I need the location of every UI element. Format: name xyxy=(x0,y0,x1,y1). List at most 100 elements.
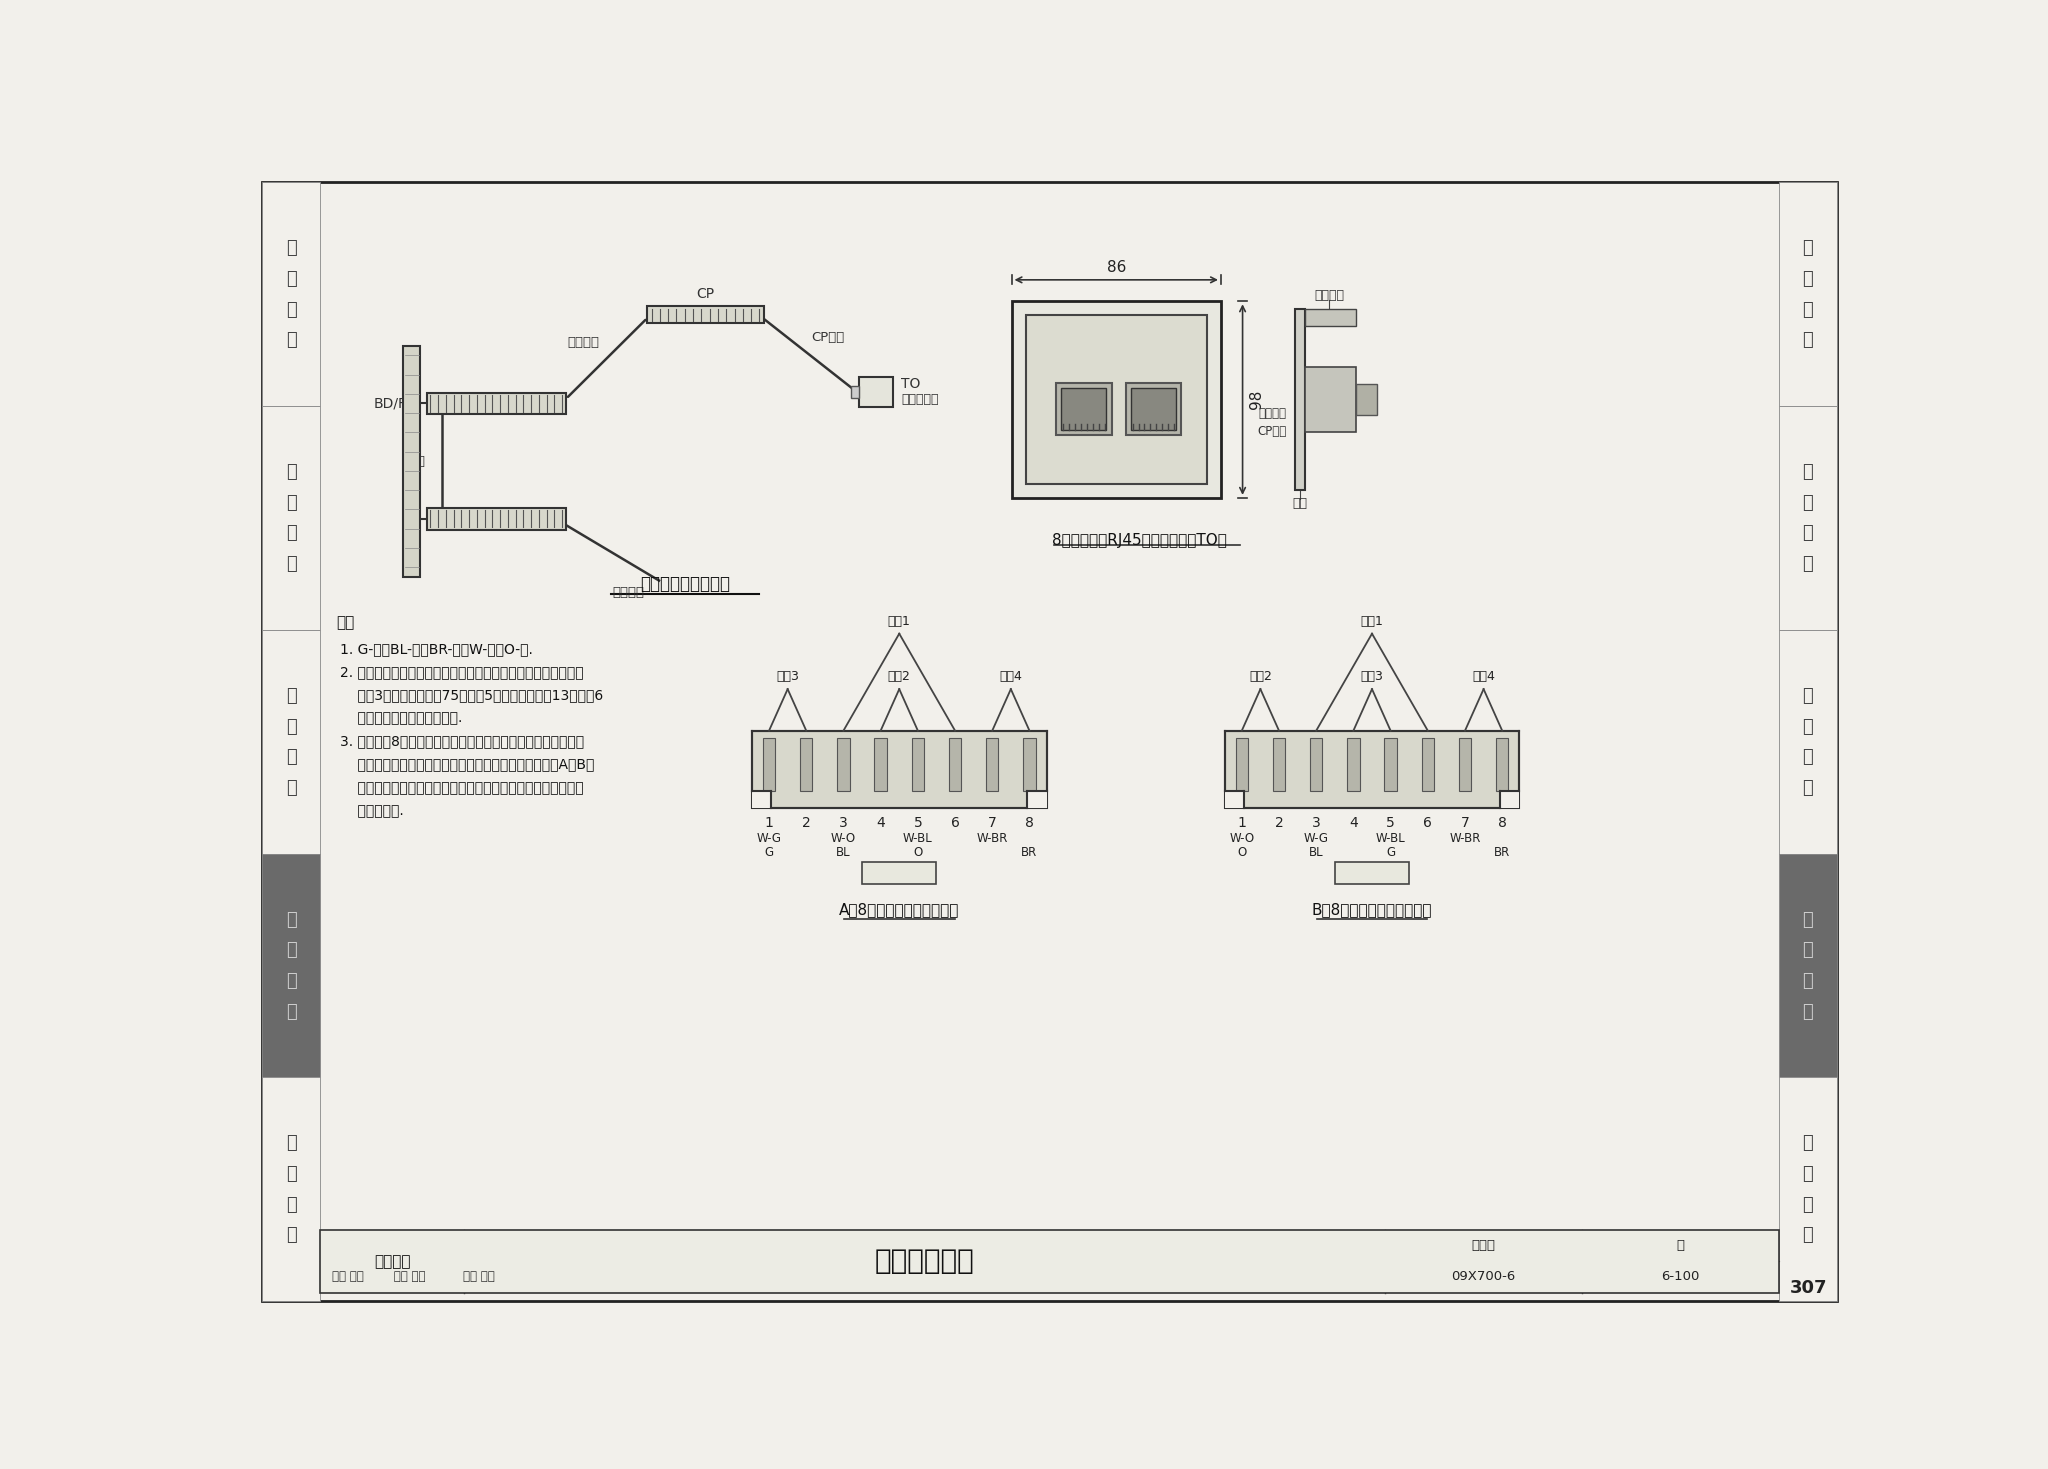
Bar xyxy=(1225,730,1520,808)
Bar xyxy=(1499,790,1520,808)
Text: 缆
线
敷
设: 缆 线 敷 设 xyxy=(1802,687,1812,796)
Text: 类电缆应尽量保持扭绞状态.: 类电缆应尽量保持扭绞状态. xyxy=(340,711,463,726)
Bar xyxy=(838,739,850,790)
Bar xyxy=(262,182,319,407)
Text: 1: 1 xyxy=(764,817,774,830)
Text: 应混合使用.: 应混合使用. xyxy=(340,804,403,818)
Text: 1. G-绿、BL-蓝、BR-棕、W-白、O-橙.: 1. G-绿、BL-蓝、BR-棕、W-白、O-橙. xyxy=(340,642,532,657)
Text: W-G: W-G xyxy=(1305,831,1329,845)
Text: 两种连接方式均可采用，但在同一布线工程中两种连接方式不: 两种连接方式均可采用，但在同一布线工程中两种连接方式不 xyxy=(340,780,584,795)
Text: 09X700-6: 09X700-6 xyxy=(1452,1271,1516,1284)
Text: 跳线: 跳线 xyxy=(410,455,424,467)
Text: 线对2: 线对2 xyxy=(1249,670,1272,683)
Bar xyxy=(262,630,319,853)
Text: W-O: W-O xyxy=(831,831,856,845)
Bar xyxy=(1305,308,1356,326)
Bar xyxy=(426,392,565,414)
Text: 水平缆线
CP缆线: 水平缆线 CP缆线 xyxy=(1257,407,1286,438)
Bar xyxy=(1225,790,1243,808)
Bar xyxy=(1311,739,1323,790)
Text: 图集号: 图集号 xyxy=(1473,1238,1495,1252)
Text: 7: 7 xyxy=(1460,817,1468,830)
Bar xyxy=(403,345,420,577)
Text: T568A: T568A xyxy=(877,865,924,880)
Text: 6-100: 6-100 xyxy=(1661,1271,1700,1284)
Bar xyxy=(1272,739,1286,790)
Text: G: G xyxy=(1386,846,1395,859)
Bar xyxy=(752,790,772,808)
Text: 线对4: 线对4 xyxy=(1473,670,1495,683)
Text: 5: 5 xyxy=(1386,817,1395,830)
Text: 7: 7 xyxy=(987,817,997,830)
Text: 插座模块: 插座模块 xyxy=(1315,289,1343,301)
Text: 审核 张宜        校对 汪洁          设计 孙兰: 审核 张宜 校对 汪洁 设计 孙兰 xyxy=(332,1271,496,1284)
Bar xyxy=(1780,853,1837,1077)
Bar xyxy=(647,307,764,323)
Text: 页: 页 xyxy=(1677,1238,1683,1252)
Text: W-O: W-O xyxy=(1229,831,1253,845)
Bar xyxy=(1028,790,1047,808)
Text: BL: BL xyxy=(1309,846,1323,859)
Bar xyxy=(426,508,565,530)
Text: 6: 6 xyxy=(950,817,958,830)
Text: T568B: T568B xyxy=(1350,865,1395,880)
Text: 3. 对绞线与8位模块式通用插座相连时，必须按色标和线对顺序: 3. 对绞线与8位模块式通用插座相连时，必须按色标和线对顺序 xyxy=(340,734,584,749)
Text: 水平缆线: 水平缆线 xyxy=(567,336,600,350)
Bar xyxy=(858,378,893,407)
Text: 1: 1 xyxy=(1237,817,1247,830)
Text: 2. 对绞电缆终接时，每对对绞线应保持扭绞状态，扭绞松开长度: 2. 对绞电缆终接时，每对对绞线应保持扭绞状态，扭绞松开长度 xyxy=(340,665,584,679)
Text: 机
房
工
程: 机 房 工 程 xyxy=(287,239,297,350)
Text: A类8位模块式通用插座连接: A类8位模块式通用插座连接 xyxy=(840,902,958,918)
Text: 4: 4 xyxy=(877,817,885,830)
Bar xyxy=(1356,385,1378,414)
Text: W-BR: W-BR xyxy=(1450,831,1481,845)
Text: BR: BR xyxy=(1022,846,1038,859)
Bar xyxy=(762,739,776,790)
Text: 设
备
安
装: 设 备 安 装 xyxy=(1802,911,1812,1021)
Bar xyxy=(1384,739,1397,790)
Text: 设
备
安
装: 设 备 安 装 xyxy=(287,911,297,1021)
Bar xyxy=(1057,382,1112,435)
Bar xyxy=(319,1230,1780,1293)
Text: 对于3类电缆不应大于75；对于5类电缆不应大于13；对于6: 对于3类电缆不应大于75；对于5类电缆不应大于13；对于6 xyxy=(340,689,602,702)
Bar xyxy=(1458,739,1470,790)
Bar xyxy=(1780,630,1837,853)
Bar xyxy=(948,739,961,790)
Bar xyxy=(1305,367,1356,432)
Bar xyxy=(752,730,1047,808)
Text: 设备安装: 设备安装 xyxy=(375,1253,410,1269)
Bar xyxy=(1780,1077,1837,1302)
Text: 2: 2 xyxy=(803,817,811,830)
Bar xyxy=(1294,308,1305,491)
Text: O: O xyxy=(913,846,922,859)
Text: 防
雷
接
地: 防 雷 接 地 xyxy=(1802,1134,1812,1244)
Text: 线对3: 线对3 xyxy=(776,670,799,683)
Bar xyxy=(1012,301,1221,498)
Text: 注：: 注： xyxy=(336,616,354,630)
Text: 防
雷
接
地: 防 雷 接 地 xyxy=(287,1134,297,1244)
Text: 4: 4 xyxy=(1350,817,1358,830)
Bar xyxy=(1026,316,1206,483)
Text: B类8位模块式通用插座连接: B类8位模块式通用插座连接 xyxy=(1313,902,1432,918)
Text: 3: 3 xyxy=(1313,817,1321,830)
Bar xyxy=(1061,388,1106,429)
Text: 设备缆线: 设备缆线 xyxy=(612,586,643,598)
Text: CP缆线: CP缆线 xyxy=(811,332,844,344)
Bar xyxy=(985,739,999,790)
Text: 3: 3 xyxy=(840,817,848,830)
Bar xyxy=(262,407,319,630)
Bar xyxy=(874,739,887,790)
Text: 线对4: 线对4 xyxy=(999,670,1022,683)
Text: 缆
线
敷
设: 缆 线 敷 设 xyxy=(287,687,297,796)
Bar xyxy=(1780,407,1837,630)
Text: 进行卡接．插座类型、色标和编号应符合右图的规定．A、B类: 进行卡接．插座类型、色标和编号应符合右图的规定．A、B类 xyxy=(340,758,594,771)
Text: BR: BR xyxy=(1495,846,1509,859)
Text: 面板: 面板 xyxy=(1292,498,1307,510)
Text: 8: 8 xyxy=(1497,817,1507,830)
Text: 通用插座连接: 通用插座连接 xyxy=(874,1247,975,1275)
Text: G: G xyxy=(764,846,774,859)
Bar xyxy=(850,386,858,398)
Text: 98: 98 xyxy=(1249,389,1264,410)
Bar xyxy=(1495,739,1509,790)
Bar xyxy=(862,862,936,884)
